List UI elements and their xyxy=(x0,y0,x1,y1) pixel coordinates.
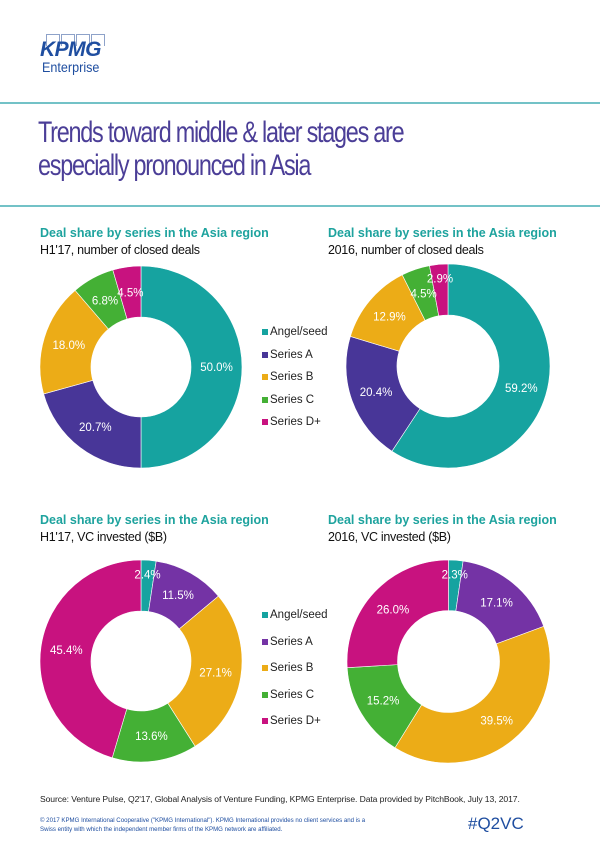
legend-swatch-series-d xyxy=(262,419,268,426)
logo-boxes-icon xyxy=(46,34,110,46)
page-title-line-1: Trends toward middle & later stages are xyxy=(38,116,405,149)
legend-label: Series D+ xyxy=(270,416,321,429)
data-label-series-d: 45.4% xyxy=(50,645,83,657)
chart-4-header: Deal share by series in the Asia region … xyxy=(328,513,600,544)
legend-swatch-series-a xyxy=(262,351,268,358)
data-label-series-b: 27.1% xyxy=(199,668,232,680)
slice-series-a xyxy=(345,336,421,452)
legend-label: Series A xyxy=(270,635,313,648)
legend-label: Series B xyxy=(270,371,314,384)
copyright-note: © 2017 KPMG International Cooperative ("… xyxy=(40,817,366,833)
chart-3-header: Deal share by series in the Asia region … xyxy=(40,513,330,544)
legend-item-series-d: Series D+ xyxy=(262,708,328,735)
slice-series-d xyxy=(429,263,449,317)
chart-2-subtitle: 2016, number of closed deals xyxy=(328,243,484,257)
legend-item-series-c: Series C xyxy=(262,682,328,709)
logo-text: KPMG xyxy=(40,38,102,61)
chart-3-donut: 2.4%11.5% 27.1% 13.6% 45.4% xyxy=(39,559,243,763)
chart-4-title: Deal share by series in the Asia region xyxy=(328,513,557,527)
legend-swatch-series-b xyxy=(262,374,268,381)
chart-3-title: Deal share by series in the Asia region xyxy=(40,513,269,527)
data-label-angel-seed: 2.3% xyxy=(442,569,468,581)
legend-1: Angel/seed Series A Series B Series C Se… xyxy=(262,321,328,434)
kpmg-enterprise-logo: KPMG Enterprise xyxy=(40,34,110,75)
logo-subtext: Enterprise xyxy=(42,59,100,75)
legend-label: Series C xyxy=(270,393,315,406)
chart-1-title: Deal share by series in the Asia region xyxy=(40,226,269,240)
chart-4-subtitle: 2016, VC invested ($B) xyxy=(328,530,451,544)
legend-item-angel-seed: Angel/seed xyxy=(262,602,328,629)
chart-3-subtitle: H1'17, VC invested ($B) xyxy=(40,530,167,544)
data-label-series-b: 12.9% xyxy=(373,312,406,324)
chart-2-donut: 59.2% 20.4% 12.9% 4.5% 2.9% xyxy=(345,263,551,469)
legend-swatch-angel-seed xyxy=(262,329,268,336)
legend-item-series-a: Series A xyxy=(262,629,328,656)
legend-label: Series C xyxy=(270,688,315,701)
slice-series-d xyxy=(112,265,142,320)
legend-2: Angel/seed Series A Series B Series C Se… xyxy=(262,602,328,735)
chart-4-donut: 2.3% 17.1% 39.5% 15.2% 26.0% xyxy=(346,559,551,764)
slice-series-d xyxy=(346,559,449,669)
data-label-series-c: 4.5% xyxy=(411,288,437,300)
data-label-series-b: 18.0% xyxy=(52,340,85,352)
chart-2-title: Deal share by series in the Asia region xyxy=(328,226,557,240)
slice-angel-seed xyxy=(140,265,243,469)
data-label-series-a: 20.4% xyxy=(360,387,393,399)
legend-item-series-c: Series C xyxy=(262,389,328,412)
legend-label: Angel/seed xyxy=(270,609,328,622)
legend-swatch-series-d xyxy=(262,718,268,725)
data-label-series-d: 2.9% xyxy=(427,274,453,286)
data-label-series-c: 15.2% xyxy=(367,696,400,708)
data-label-angel-seed: 59.2% xyxy=(505,383,538,395)
slice-series-d xyxy=(39,559,142,759)
slice-series-b xyxy=(167,595,243,747)
data-label-series-d: 26.0% xyxy=(377,604,410,616)
header-divider xyxy=(0,102,600,104)
legend-swatch-series-a xyxy=(262,638,268,645)
legend-label: Series A xyxy=(270,348,313,361)
slice-angel-seed xyxy=(391,263,551,469)
legend-item-series-b: Series B xyxy=(262,366,328,389)
page-title-line-2: especially pronounced in Asia xyxy=(38,149,311,182)
data-label-series-a: 11.5% xyxy=(162,590,194,602)
title-divider xyxy=(0,205,600,207)
legend-item-series-d: Series D+ xyxy=(262,411,328,434)
legend-swatch-series-c xyxy=(262,396,268,403)
legend-swatch-series-c xyxy=(262,691,268,698)
legend-label: Angel/seed xyxy=(270,326,328,339)
data-label-series-a: 17.1% xyxy=(480,597,513,609)
chart-2-header: Deal share by series in the Asia region … xyxy=(328,226,600,257)
legend-label: Series B xyxy=(270,662,314,675)
chart-1-header: Deal share by series in the Asia region … xyxy=(40,226,330,257)
data-label-angel-seed: 50.0% xyxy=(200,362,233,374)
legend-swatch-series-b xyxy=(262,665,268,672)
chart-1-donut: 50.0% 20.7% 18.0% 6.8%4.5% xyxy=(39,265,243,469)
page-title: Trends toward middle & later stages are … xyxy=(38,116,584,182)
legend-swatch-angel-seed xyxy=(262,612,268,619)
legend-item-series-a: Series A xyxy=(262,344,328,367)
legend-label: Series D+ xyxy=(270,715,321,728)
source-note: Source: Venture Pulse, Q2'17, Global Ana… xyxy=(40,794,520,804)
data-label-angel-seed: 2.4% xyxy=(134,569,160,581)
data-label-series-c: 6.8% xyxy=(92,296,118,308)
data-label-series-d: 4.5% xyxy=(117,287,143,299)
hashtag: #Q2VC xyxy=(468,814,524,833)
data-label-series-b: 39.5% xyxy=(480,716,513,728)
legend-item-angel-seed: Angel/seed xyxy=(262,321,328,344)
slice-series-b xyxy=(394,626,551,764)
data-label-series-a: 20.7% xyxy=(79,422,112,434)
data-label-series-c: 13.6% xyxy=(135,731,168,743)
legend-item-series-b: Series B xyxy=(262,655,328,682)
chart-1-subtitle: H1'17, number of closed deals xyxy=(40,243,200,257)
